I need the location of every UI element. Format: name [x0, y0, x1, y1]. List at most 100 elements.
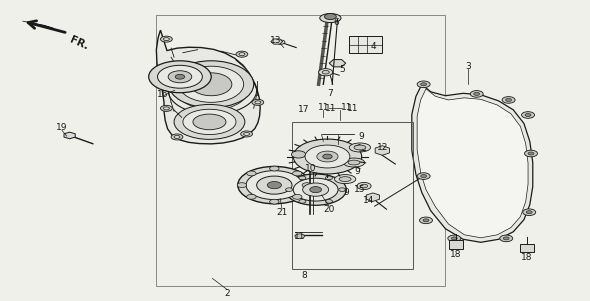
- Ellipse shape: [423, 219, 429, 222]
- Ellipse shape: [354, 145, 366, 150]
- Text: 20: 20: [323, 205, 335, 214]
- Ellipse shape: [528, 152, 534, 155]
- Ellipse shape: [252, 99, 264, 105]
- Ellipse shape: [448, 235, 461, 242]
- Ellipse shape: [343, 158, 365, 167]
- Polygon shape: [329, 60, 346, 67]
- Text: 13: 13: [270, 36, 281, 45]
- Text: 21: 21: [276, 208, 288, 217]
- Ellipse shape: [244, 132, 250, 135]
- Ellipse shape: [503, 237, 509, 240]
- Ellipse shape: [319, 69, 333, 76]
- Ellipse shape: [320, 14, 341, 23]
- Text: 11: 11: [341, 103, 353, 112]
- Ellipse shape: [291, 151, 306, 158]
- Ellipse shape: [174, 135, 180, 138]
- Ellipse shape: [247, 194, 256, 199]
- Polygon shape: [366, 193, 379, 201]
- Ellipse shape: [322, 70, 329, 74]
- Text: 6: 6: [333, 18, 339, 27]
- Ellipse shape: [241, 131, 253, 137]
- Ellipse shape: [293, 139, 362, 174]
- Ellipse shape: [299, 176, 306, 180]
- Ellipse shape: [255, 101, 261, 104]
- Ellipse shape: [277, 40, 285, 44]
- Ellipse shape: [522, 112, 535, 118]
- Polygon shape: [417, 89, 528, 238]
- Ellipse shape: [348, 160, 360, 165]
- Ellipse shape: [193, 114, 226, 130]
- Text: 7: 7: [327, 89, 333, 98]
- Text: 9: 9: [343, 188, 349, 197]
- Ellipse shape: [237, 183, 247, 188]
- Ellipse shape: [191, 73, 232, 96]
- Ellipse shape: [247, 171, 256, 176]
- Ellipse shape: [451, 237, 457, 240]
- Polygon shape: [375, 146, 389, 155]
- Ellipse shape: [293, 171, 302, 176]
- Text: 11: 11: [318, 103, 330, 112]
- Ellipse shape: [295, 234, 304, 239]
- Ellipse shape: [257, 176, 292, 194]
- Ellipse shape: [339, 177, 351, 182]
- Ellipse shape: [323, 154, 332, 159]
- Ellipse shape: [270, 199, 279, 204]
- Ellipse shape: [163, 107, 169, 110]
- Ellipse shape: [417, 173, 430, 179]
- Ellipse shape: [360, 184, 368, 188]
- Polygon shape: [271, 39, 283, 44]
- Text: 19: 19: [56, 123, 68, 132]
- Ellipse shape: [285, 174, 346, 205]
- Text: 3: 3: [465, 62, 471, 71]
- Ellipse shape: [310, 187, 322, 193]
- Bar: [520, 244, 534, 252]
- Ellipse shape: [326, 176, 333, 180]
- Polygon shape: [156, 30, 260, 144]
- Ellipse shape: [175, 74, 185, 79]
- Ellipse shape: [502, 97, 515, 103]
- Ellipse shape: [168, 71, 192, 83]
- Ellipse shape: [339, 188, 346, 191]
- Ellipse shape: [474, 92, 480, 95]
- Text: 2: 2: [224, 289, 230, 298]
- Ellipse shape: [421, 83, 427, 86]
- Text: FR.: FR.: [68, 35, 90, 52]
- Ellipse shape: [239, 53, 245, 56]
- Ellipse shape: [169, 61, 254, 108]
- Ellipse shape: [525, 150, 537, 157]
- Ellipse shape: [171, 134, 183, 140]
- Text: 15: 15: [353, 185, 365, 194]
- Ellipse shape: [149, 61, 211, 93]
- Ellipse shape: [174, 104, 245, 139]
- Ellipse shape: [419, 217, 432, 224]
- Ellipse shape: [349, 143, 371, 152]
- Text: 14: 14: [362, 196, 374, 205]
- Ellipse shape: [500, 235, 513, 242]
- Ellipse shape: [523, 209, 536, 216]
- Ellipse shape: [160, 105, 172, 111]
- Ellipse shape: [293, 194, 302, 199]
- Bar: [156, 15, 445, 286]
- Ellipse shape: [357, 182, 371, 190]
- Ellipse shape: [236, 51, 248, 57]
- Ellipse shape: [267, 182, 281, 189]
- Ellipse shape: [160, 36, 172, 42]
- Bar: [349, 36, 382, 53]
- Text: 10: 10: [305, 164, 317, 173]
- Ellipse shape: [270, 166, 279, 171]
- Text: 11: 11: [325, 104, 337, 113]
- Text: 11: 11: [294, 232, 306, 241]
- Text: 12: 12: [376, 143, 388, 152]
- Polygon shape: [412, 84, 533, 242]
- Text: 17: 17: [298, 105, 310, 114]
- Text: 18: 18: [450, 250, 462, 259]
- Ellipse shape: [303, 183, 329, 196]
- Ellipse shape: [183, 109, 236, 135]
- Ellipse shape: [293, 178, 338, 201]
- Ellipse shape: [286, 188, 293, 191]
- Text: 4: 4: [371, 42, 376, 51]
- Ellipse shape: [317, 151, 338, 162]
- Bar: [449, 240, 463, 249]
- Text: 16: 16: [156, 90, 168, 99]
- Ellipse shape: [163, 38, 169, 41]
